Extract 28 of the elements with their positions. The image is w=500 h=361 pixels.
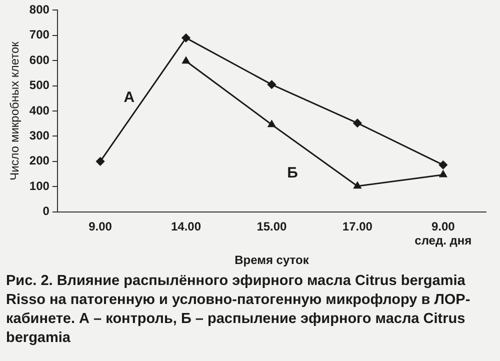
y-tick-label: 300 <box>29 128 50 143</box>
y-tick-label: 500 <box>29 78 50 92</box>
x-tick-label: 14.00 <box>170 219 202 234</box>
x-tick-label: 9.00 след. дня <box>414 219 472 248</box>
point <box>353 118 362 128</box>
point <box>267 80 276 89</box>
point <box>96 157 105 166</box>
y-tick-label: 400 <box>29 103 50 118</box>
point <box>354 182 362 189</box>
y-tick-label: 100 <box>29 178 50 193</box>
point <box>182 34 190 42</box>
series-label: А <box>124 88 135 106</box>
x-axis-title: Время суток <box>234 253 310 268</box>
series-label: Б <box>287 164 298 182</box>
text: Рис. 2. Влияние распылённого эфирного масла Citrus bergamia Risso на патогенную и условно-патогенную микрофлору в ЛОР-кабинете. А – контроль, Б – распыление эфирного масла Citrus bergamia <box>6 272 472 348</box>
point <box>438 160 448 170</box>
y-tick-label: 600 <box>29 52 50 67</box>
point <box>268 120 276 128</box>
y-axis-title: Число микробных клеток <box>8 40 22 180</box>
x-tick-label: 17.00 <box>342 219 373 234</box>
point <box>439 170 447 178</box>
point <box>182 56 190 64</box>
x-tick-label: 15.00 <box>256 219 288 234</box>
y-tick-label: 0 <box>42 204 50 218</box>
y-tick-label: 700 <box>29 28 50 42</box>
y-tick-label: 800 <box>29 2 50 17</box>
y-tick-label: 200 <box>29 154 50 168</box>
x-tick-label: 9.00 <box>88 219 112 234</box>
